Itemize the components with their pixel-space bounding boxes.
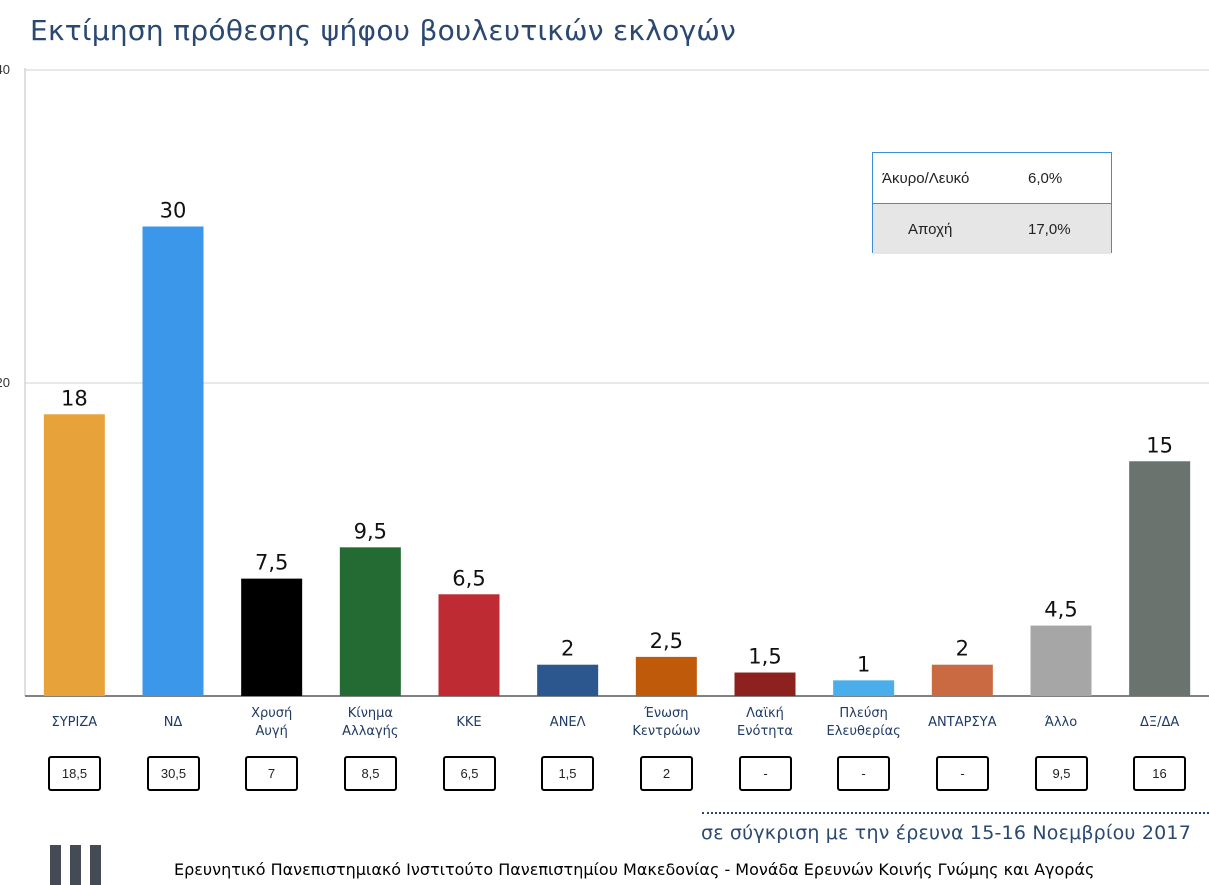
bar-value-label: 7,5: [255, 551, 288, 575]
previous-survey-value: 16: [1133, 756, 1186, 791]
bar-value-label: 2: [561, 637, 574, 661]
category-label: Ένωση Κεντρώων: [632, 706, 700, 739]
bar: [1129, 461, 1191, 696]
previous-survey-value: 1,5: [541, 756, 594, 791]
bar: [241, 578, 303, 696]
bar-value-label: 1: [857, 652, 870, 676]
category-label: ΑΝΤΑΡΣΥΑ: [928, 715, 996, 730]
legend-value: 6,0%: [1028, 169, 1063, 187]
bar-value-label: 18: [61, 386, 88, 410]
previous-survey-value: 2: [640, 756, 693, 791]
previous-survey-value: 8,5: [344, 756, 397, 791]
bar: [43, 414, 105, 696]
category-label: Λαϊκή Ενότητα: [737, 706, 793, 739]
legend-label: Αποχή: [908, 220, 953, 238]
previous-survey-value: 9,5: [1035, 756, 1088, 791]
previous-survey-value: 6,5: [443, 756, 496, 791]
category-label: ΣΥΡΙΖΑ: [52, 715, 98, 730]
institute-logo-icon: [50, 845, 102, 885]
category-label: ΚΚΕ: [456, 715, 481, 730]
institute-name: Ερευνητικό Πανεπιστημιακό Ινστιτούτο Παν…: [174, 860, 1095, 879]
bar: [537, 664, 599, 696]
category-label: Άλλο: [1045, 715, 1077, 730]
bar: [339, 547, 401, 696]
previous-survey-value: 18,5: [48, 756, 101, 791]
category-label: Πλεύση Ελευθερίας: [827, 706, 901, 739]
y-tick-label: 40: [0, 62, 10, 77]
bar-value-label: 1,5: [748, 645, 781, 669]
legend-row-abstention: Αποχή 17,0%: [873, 203, 1111, 254]
bar-value-label: 15: [1146, 433, 1173, 457]
previous-survey-value: -: [936, 756, 989, 791]
legend-row-invalid: Άκυρο/Λευκό 6,0%: [873, 153, 1111, 203]
legend-label: Άκυρο/Λευκό: [882, 169, 970, 187]
y-tick-label: 20: [0, 375, 10, 390]
category-label: ΔΞ/ΔΑ: [1140, 715, 1179, 730]
category-label: ΑΝΕΛ: [550, 715, 586, 730]
category-label: Κίνημα Αλλαγής: [342, 706, 398, 739]
legend-table: Άκυρο/Λευκό 6,0% Αποχή 17,0%: [872, 152, 1112, 254]
bar: [142, 226, 204, 696]
bar: [438, 594, 500, 696]
bar-value-label: 4,5: [1044, 598, 1077, 622]
bar-value-label: 2: [956, 637, 969, 661]
bar: [1030, 625, 1092, 696]
bar: [931, 664, 993, 696]
bar-value-label: 6,5: [452, 566, 485, 590]
previous-survey-value: -: [739, 756, 792, 791]
category-label: Χρυσή Αυγή: [251, 706, 292, 739]
bar-value-label: 2,5: [650, 629, 683, 653]
legend-value: 17,0%: [1028, 220, 1071, 238]
previous-survey-value: 7: [245, 756, 298, 791]
category-label: ΝΔ: [164, 715, 183, 730]
bar-value-label: 30: [160, 199, 187, 223]
divider-line: [702, 812, 1209, 814]
chart-title: Εκτίμηση πρόθεσης ψήφου βουλευτικών εκλο…: [30, 14, 737, 47]
previous-survey-value: -: [837, 756, 890, 791]
bar: [734, 672, 796, 696]
previous-survey-value: 30,5: [147, 756, 200, 791]
bar: [635, 656, 697, 696]
bar-value-label: 9,5: [354, 519, 387, 543]
bar: [833, 680, 895, 696]
comparison-note: σε σύγκριση με την έρευνα 15-16 Νοεμβρίο…: [700, 822, 1191, 844]
